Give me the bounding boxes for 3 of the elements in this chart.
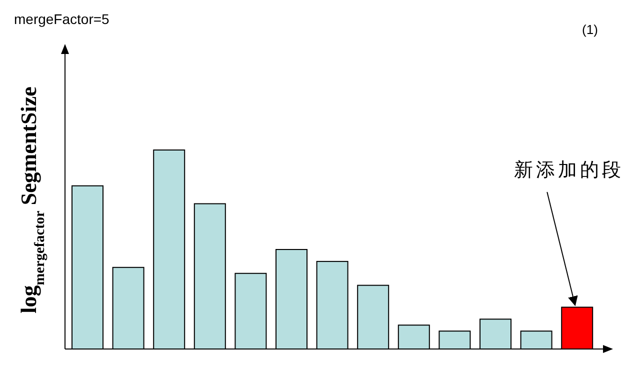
text: (1) [582,22,598,37]
chart-title: mergeFactor=5 [14,11,110,27]
annotation: 新添加的段 [514,159,624,181]
